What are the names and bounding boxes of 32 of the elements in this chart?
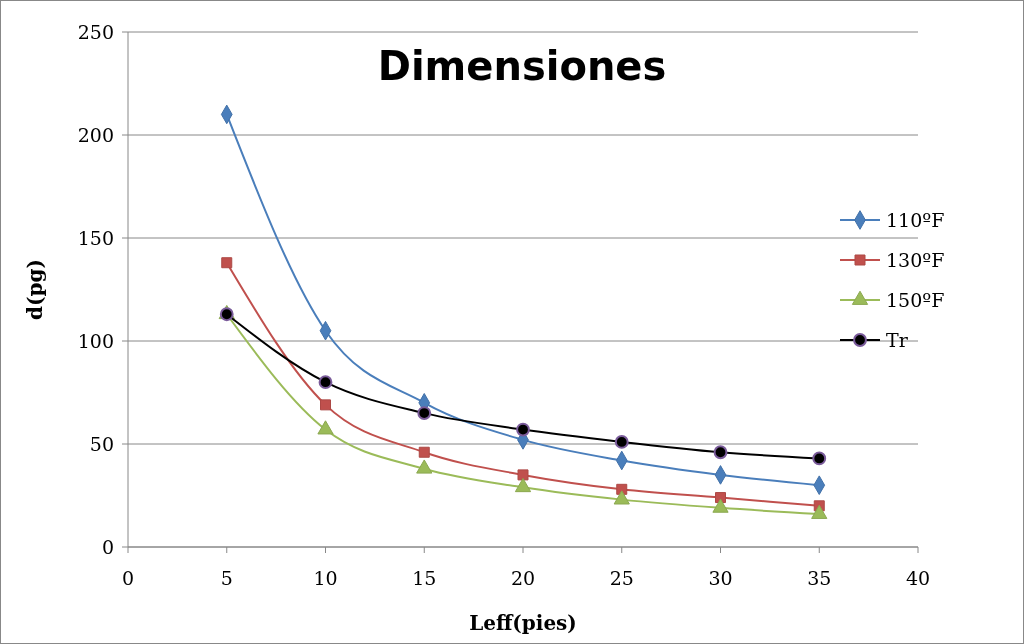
y-axis-title: d(pg) xyxy=(23,259,47,320)
point xyxy=(418,446,430,458)
point xyxy=(812,451,827,466)
y-tick-label: 100 xyxy=(77,330,114,352)
x-tick-label: 30 xyxy=(708,567,733,589)
y-tick-label: 50 xyxy=(89,433,114,455)
point xyxy=(614,435,629,449)
point xyxy=(417,406,432,421)
point xyxy=(221,257,233,269)
y-tick-label: 150 xyxy=(77,227,114,249)
point xyxy=(516,422,530,437)
legend-label: 130ºF xyxy=(886,249,945,271)
x-tick-label: 20 xyxy=(510,567,536,589)
chart-title: Dimensiones xyxy=(377,43,667,89)
x-tick-label: 5 xyxy=(220,567,233,589)
point xyxy=(517,469,529,481)
legend-label: Tr xyxy=(886,329,909,351)
point xyxy=(318,375,333,390)
x-tick-label: 40 xyxy=(905,567,931,589)
x-tick-label: 0 xyxy=(121,567,135,589)
x-tick-label: 15 xyxy=(412,567,437,589)
y-tick-label: 200 xyxy=(77,124,114,146)
x-tick-label: 35 xyxy=(807,567,832,589)
x-axis-title: Leff(pies) xyxy=(469,611,577,635)
x-tick-label: 25 xyxy=(609,567,634,589)
legend-label: 150ºF xyxy=(886,289,945,311)
y-tick-label: 0 xyxy=(101,536,114,558)
legend-label: 110ºF xyxy=(886,209,945,231)
x-tick-label: 10 xyxy=(313,567,338,589)
point xyxy=(320,399,331,411)
point xyxy=(713,445,728,460)
y-tick-label: 250 xyxy=(77,21,114,43)
